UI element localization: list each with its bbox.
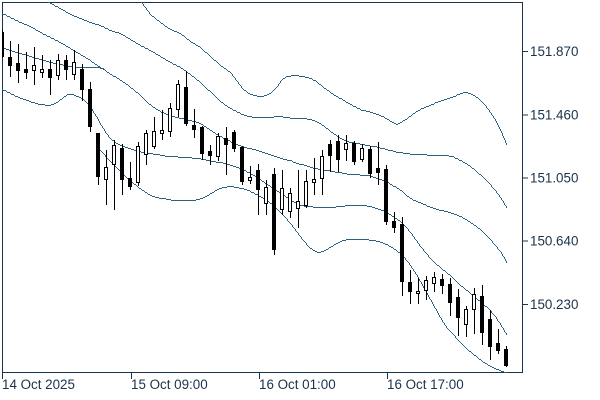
svg-text:14 Oct 2025: 14 Oct 2025	[2, 377, 75, 392]
svg-text:150.640: 150.640	[530, 234, 578, 249]
svg-text:15 Oct 09:00: 15 Oct 09:00	[131, 377, 208, 392]
svg-text:151.870: 151.870	[530, 44, 578, 59]
svg-text:16 Oct 17:00: 16 Oct 17:00	[387, 377, 464, 392]
svg-text:16 Oct 01:00: 16 Oct 01:00	[259, 377, 336, 392]
svg-text:151.460: 151.460	[530, 107, 578, 122]
svg-text:151.050: 151.050	[530, 171, 578, 186]
svg-text:150.230: 150.230	[530, 297, 578, 312]
